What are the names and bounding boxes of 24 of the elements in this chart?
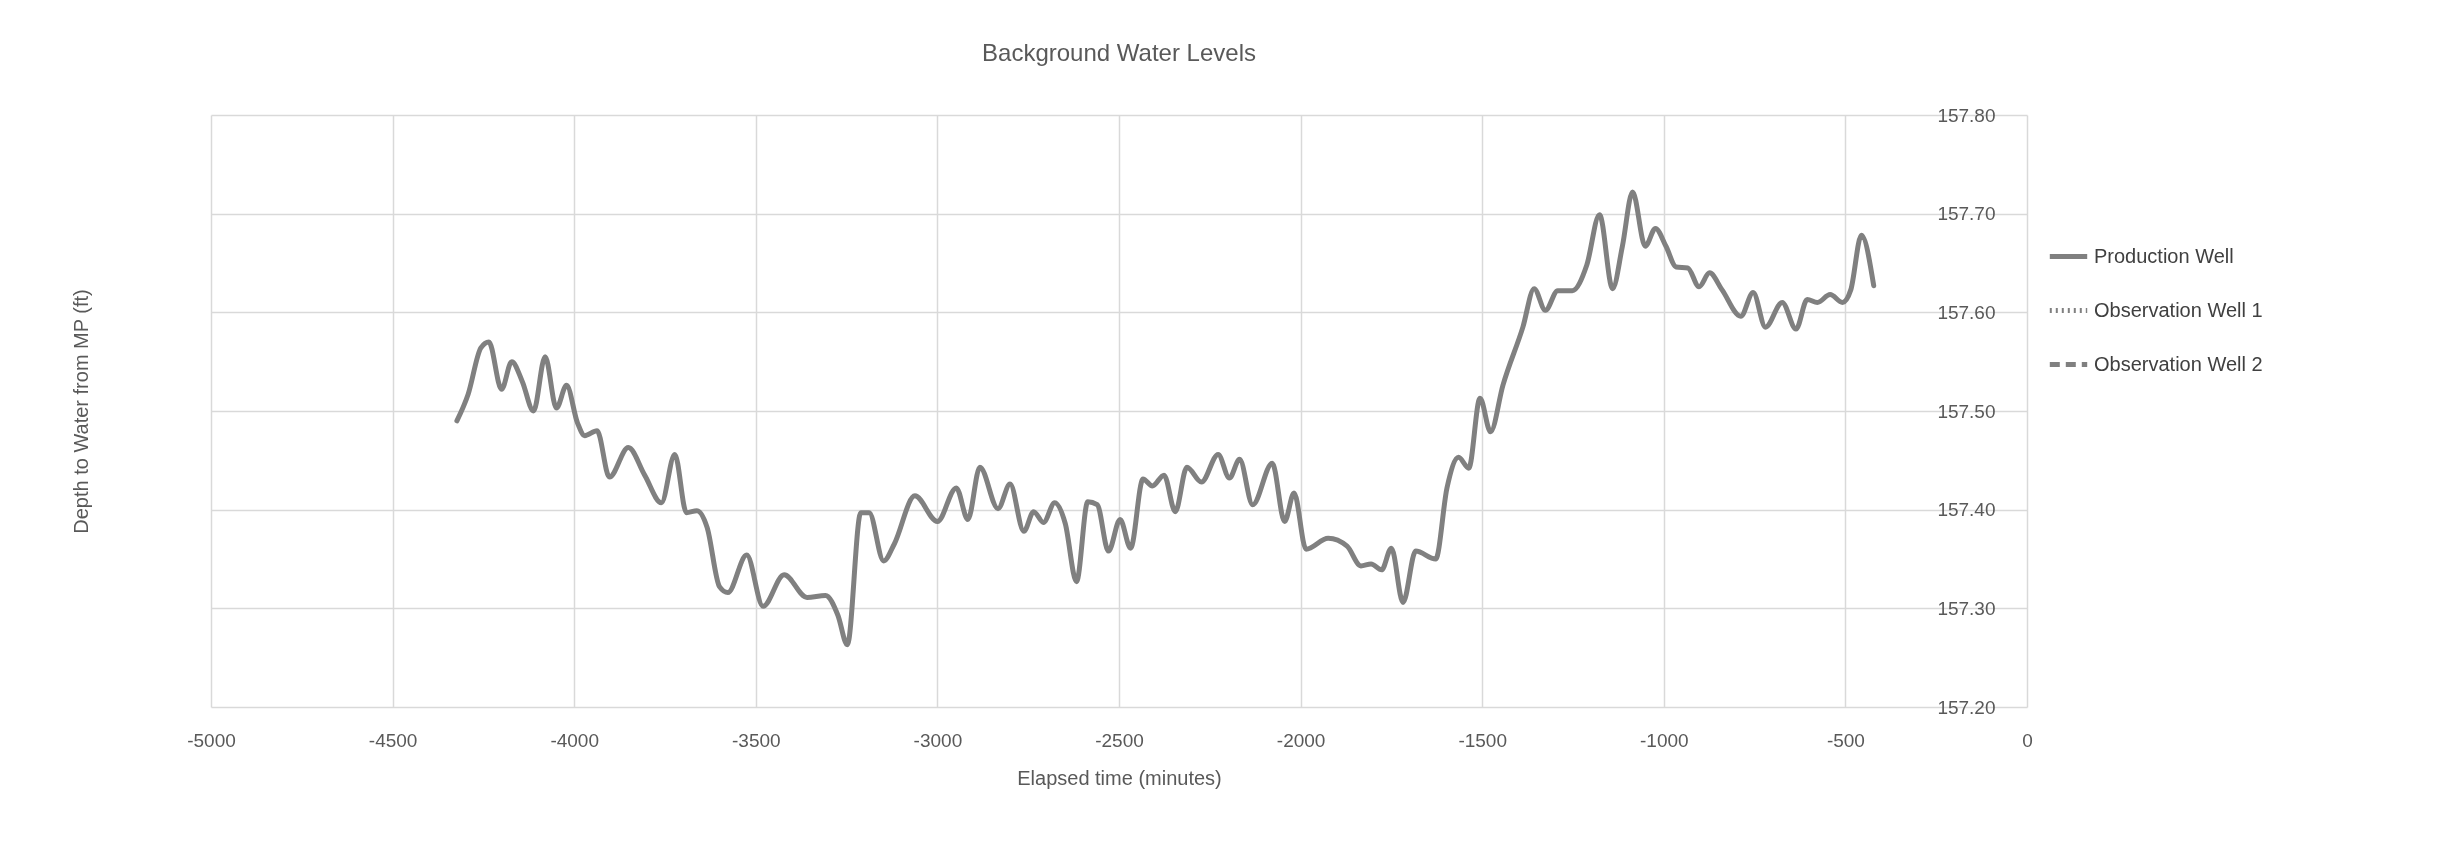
x-tick-label: -4500 bbox=[368, 729, 418, 751]
x-tick-label: -2500 bbox=[1095, 729, 1144, 751]
x-tick-label: -500 bbox=[1826, 729, 1865, 751]
y-tick-label: 157.30 bbox=[1937, 597, 1996, 619]
chart-title: Background Water Levels bbox=[982, 39, 1256, 66]
y-tick-label: 157.70 bbox=[1937, 203, 1996, 225]
x-axis-title: Elapsed time (minutes) bbox=[1017, 766, 1222, 789]
x-tick-label: -3000 bbox=[913, 729, 963, 751]
y-tick-label: 157.50 bbox=[1937, 400, 1996, 422]
y-tick-label: 157.60 bbox=[1937, 301, 1996, 323]
legend-label: Observation Well 1 bbox=[2094, 298, 2263, 321]
legend-label: Observation Well 2 bbox=[2094, 352, 2263, 375]
y-axis-title: Depth to Water from MP (ft) bbox=[69, 289, 92, 534]
y-tick-label: 157.40 bbox=[1937, 499, 1996, 521]
x-tick-label: -1500 bbox=[1458, 729, 1507, 751]
x-tick-label: -4000 bbox=[550, 729, 599, 751]
y-tick-label: 157.20 bbox=[1937, 696, 1996, 718]
legend-label: Production Well bbox=[2094, 244, 2234, 267]
x-tick-label: -1000 bbox=[1640, 729, 1689, 751]
y-tick-label: 157.80 bbox=[1937, 104, 1996, 126]
x-tick-label: -5000 bbox=[187, 729, 236, 751]
x-tick-label: 0 bbox=[2022, 729, 2033, 751]
x-tick-label: -3500 bbox=[732, 729, 781, 751]
x-tick-label: -2000 bbox=[1276, 729, 1326, 751]
